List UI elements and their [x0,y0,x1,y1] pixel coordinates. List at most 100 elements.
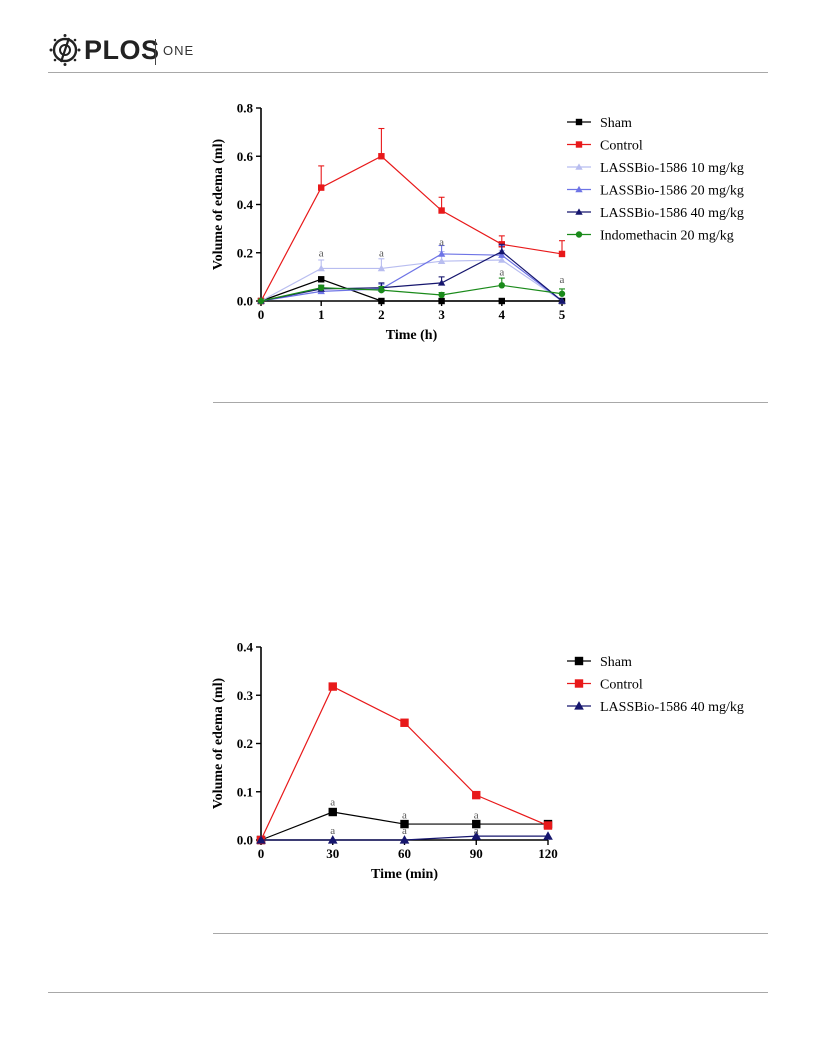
fig1-legend-label: Control [600,139,643,154]
fig2-data-point [328,807,337,817]
fig2-x-axis-label: Time (min) [371,867,438,882]
fig2-x-tick-label: 60 [398,846,411,861]
fig1-data-point [437,279,446,286]
fig1-annotation: a [439,237,444,249]
fig1-annotation: a [499,267,504,279]
fig1-data-point [498,247,506,255]
fig1-data-point [498,251,506,258]
plos-logo-icon [49,34,81,66]
fig1-y-tick-label: 0.8 [237,101,254,116]
fig1-data-point [377,264,386,272]
fig1-legend-marker [575,185,583,193]
fig2-data-point [327,835,338,844]
fig1-data-point [437,257,446,264]
fig1-legend-marker [575,231,583,238]
fig1-series-line [260,155,563,302]
journal-subname: ONE [163,43,195,58]
fig1-x-tick-label: 3 [438,307,445,322]
fig2-y-tick-label: 0.1 [237,784,253,799]
fig1-x-tick-label: 2 [378,307,385,322]
figure-2-rule [213,933,768,934]
fig1-x-tick-label: 1 [318,307,325,322]
fig2-data-point [472,819,481,829]
fig1-data-point [438,297,445,305]
fig1-data-point [438,207,445,214]
fig1-series-line [260,250,563,302]
fig1-data-point [558,290,566,297]
fig1-legend-label: Indomethacin 20 mg/kg [600,229,734,244]
fig2-legend-marker [574,701,584,710]
fig2-data-point [543,821,553,830]
journal-header: PLOS ONE [48,33,768,73]
fig2-data-point [400,819,409,829]
fig2-data-point [472,790,481,800]
fig1-legend-label: LASSBio-1586 20 mg/kg [600,184,744,199]
fig2-y-tick-label: 0.3 [237,688,254,703]
fig2-y-tick-label: 0.2 [237,736,253,751]
fig2-data-point [543,831,553,840]
fig1-legend-marker [575,163,583,170]
fig2-annotation: a [474,809,479,821]
fig2-legend-marker [574,656,584,666]
fig1-legend-label: LASSBio-1586 40 mg/kg [600,206,744,221]
fig2-legend-label: LASSBio-1586 40 mg/kg [600,700,744,715]
fig1-annotation: a [560,274,565,286]
fig1-data-point [498,256,506,263]
fig1-data-point [378,153,385,160]
fig2-y-tick-label: 0.4 [237,640,254,655]
fig1-data-point [318,284,325,291]
fig2-data-point [328,682,337,691]
fig1-annotation: a [379,247,384,259]
fig1-legend-marker [575,118,583,126]
fig1-y-tick-label: 0.2 [237,245,253,260]
fig1-annotation: a [319,247,324,259]
fig2-x-tick-label: 120 [538,846,558,861]
fig2-annotation: a [330,825,335,837]
fig1-series-line [260,259,563,302]
fig1-data-point [317,264,325,272]
fig2-x-tick-label: 90 [470,846,483,861]
fig2-legend-label: Control [600,678,643,693]
fig2-y-tick-label: 0.0 [237,833,253,848]
fig1-data-point [318,184,325,191]
fig1-y-axis-label: Volume of edema (ml) [211,139,226,271]
journal-name: PLOS [84,35,160,65]
fig1-x-axis-label: Time (h) [386,328,438,343]
logo-divider [155,39,156,65]
fig1-legend-label: Sham [600,116,632,131]
fig1-y-tick-label: 0.0 [237,294,253,309]
fig1-x-tick-label: 5 [559,307,566,322]
fig1-data-point [558,297,566,304]
fig2-data-point [399,835,410,844]
fig2-annotation: a [474,825,479,837]
fig1-data-point [437,250,446,257]
fig1-x-tick-label: 4 [499,307,506,322]
figure-1-rule [213,402,768,403]
fig1-data-point [498,297,505,305]
fig2-annotation: a [330,796,335,808]
fig1-data-point [558,250,566,258]
fig2-data-point [400,718,409,727]
fig1-data-point [378,286,385,294]
fig1-data-point [438,291,445,299]
footer-rule [48,992,768,993]
fig1-series-line [260,253,563,302]
fig2-data-point [471,831,482,840]
header-rule [48,72,768,73]
fig1-legend-label: LASSBio-1586 10 mg/kg [600,161,744,176]
fig2-y-axis-label: Volume of edema (ml) [211,678,226,810]
fig1-series-line [260,284,563,302]
fig2-data-point [256,835,266,844]
fig2-annotation: a [402,809,407,821]
fig2-legend-marker [574,679,584,688]
fig1-data-point [257,297,265,305]
fig1-legend-marker [575,141,583,148]
fig1-y-tick-label: 0.6 [237,149,254,164]
fig2-annotation: a [402,825,407,837]
fig1-data-point [318,276,325,283]
fig1-series-line [260,278,562,302]
fig2-x-tick-label: 0 [258,846,265,861]
edema-chart-hours: 0.0 0.2 0.4 0.6 0.8 0 1 2 3 4 5 Time (h) Volume of e… [211,101,744,344]
fig1-legend-marker [575,208,583,215]
fig1-x-tick-label: 0 [258,307,265,322]
